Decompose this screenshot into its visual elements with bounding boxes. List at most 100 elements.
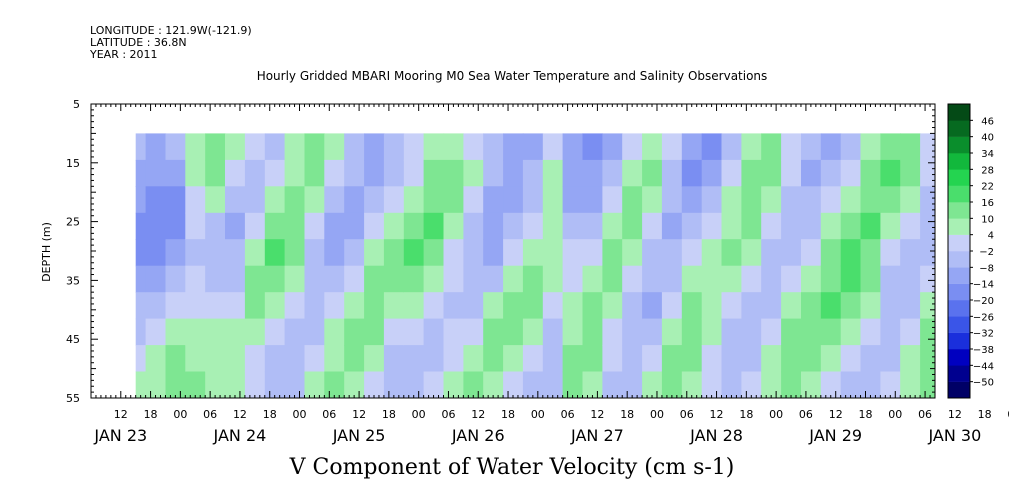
heatmap-cell <box>820 318 842 346</box>
heatmap-cell <box>900 133 921 161</box>
heatmap-cell <box>165 133 186 161</box>
heatmap-cell <box>423 239 445 267</box>
heatmap-cell <box>443 212 464 240</box>
heatmap-cell <box>642 371 663 398</box>
x-hour-label: 06 <box>918 408 932 421</box>
heatmap-cell <box>562 159 584 187</box>
heatmap-cell <box>522 239 544 267</box>
heatmap-cell <box>304 186 325 214</box>
heatmap-cell <box>225 345 246 373</box>
heatmap-cell <box>264 345 286 373</box>
heatmap-cell <box>602 345 623 373</box>
x-hour-label: 18 <box>263 408 277 421</box>
heatmap-cell <box>801 292 822 320</box>
heatmap-cell <box>304 265 325 293</box>
heatmap-cell <box>840 186 862 214</box>
colorbar-label: 34 <box>981 149 994 160</box>
x-hour-label: 12 <box>233 408 247 421</box>
heatmap-cell <box>741 212 762 240</box>
heatmap-cell <box>900 239 921 267</box>
heatmap-cell <box>165 292 186 320</box>
heatmap-cell <box>503 159 524 187</box>
heatmap-cell <box>880 371 901 398</box>
heatmap-cell <box>622 239 643 267</box>
heatmap-cell <box>244 239 266 267</box>
x-hour-label: 00 <box>412 408 426 421</box>
heatmap-cell <box>781 186 802 214</box>
heatmap-cell <box>443 239 464 267</box>
heatmap-cell <box>364 239 385 267</box>
heatmap-cell <box>145 345 167 373</box>
x-day-label: JAN 28 <box>689 426 743 445</box>
heatmap-cell <box>135 292 147 320</box>
heatmap-cell <box>602 318 623 346</box>
heatmap-cell <box>701 345 723 373</box>
heatmap-cell <box>205 265 226 293</box>
heatmap-cell <box>423 345 445 373</box>
heatmap-cell <box>383 345 405 373</box>
heatmap-cell <box>344 345 365 373</box>
heatmap-cell <box>840 265 862 293</box>
heatmap-cell <box>582 186 603 214</box>
heatmap-cell <box>344 186 365 214</box>
heatmap-cell <box>542 318 564 346</box>
heatmap-cell <box>721 186 742 214</box>
heatmap-cell <box>562 133 584 161</box>
x-day-label: JAN 29 <box>808 426 862 445</box>
heatmap-cell <box>781 292 802 320</box>
colorbar-swatch <box>948 218 970 235</box>
heatmap-cell <box>503 265 524 293</box>
heatmap-cell <box>324 239 345 267</box>
heatmap-cell <box>443 265 464 293</box>
y-tick-label: 25 <box>66 216 80 229</box>
heatmap-cell <box>483 186 504 214</box>
heatmap-cell <box>681 133 703 161</box>
heatmap-cell <box>284 345 306 373</box>
heatmap-cell <box>503 212 524 240</box>
heatmap-cell <box>483 133 504 161</box>
x-hour-label: 00 <box>293 408 307 421</box>
heatmap-cell <box>522 345 544 373</box>
heatmap-cell <box>741 186 762 214</box>
heatmap-cell <box>860 265 881 293</box>
heatmap-cell <box>364 292 385 320</box>
heatmap-cell <box>1000 213 1009 240</box>
heatmap-cell <box>880 212 901 240</box>
heatmap-cell <box>264 212 286 240</box>
heatmap-cell <box>185 212 206 240</box>
heatmap-cell <box>185 345 206 373</box>
heatmap-cell <box>264 265 286 293</box>
heatmap-cell <box>383 159 405 187</box>
heatmap-cell <box>284 186 306 214</box>
heatmap-cell <box>225 265 246 293</box>
heatmap-cell <box>582 265 603 293</box>
heatmap-cell <box>403 318 425 346</box>
heatmap-cell <box>840 292 862 320</box>
heatmap-cell <box>463 371 484 398</box>
x-hour-label: 00 <box>769 408 783 421</box>
heatmap-cell <box>1000 186 1009 213</box>
heatmap-cell <box>364 212 385 240</box>
heatmap-cell <box>741 159 762 187</box>
heatmap-cell <box>165 159 186 187</box>
heatmap-cell <box>522 371 544 398</box>
heatmap-cell <box>761 318 782 346</box>
heatmap-cell <box>801 318 822 346</box>
heatmap-cell <box>642 265 663 293</box>
heatmap-cell <box>761 133 782 161</box>
heatmap-cell <box>661 318 683 346</box>
x-hour-label: 00 <box>531 408 545 421</box>
heatmap-cell <box>582 345 603 373</box>
heatmap-cell <box>522 133 544 161</box>
heatmap-cell <box>403 133 425 161</box>
x-hour-label: 00 <box>888 408 902 421</box>
heatmap-cell <box>522 159 544 187</box>
heatmap-cell <box>483 371 504 398</box>
heatmap-cell <box>781 133 802 161</box>
colorbar-swatch <box>948 202 970 219</box>
heatmap-cell <box>741 133 762 161</box>
heatmap-cell <box>880 265 901 293</box>
colorbar-label: −8 <box>979 263 994 274</box>
heatmap-cell <box>761 159 782 187</box>
heatmap-cell <box>622 186 643 214</box>
